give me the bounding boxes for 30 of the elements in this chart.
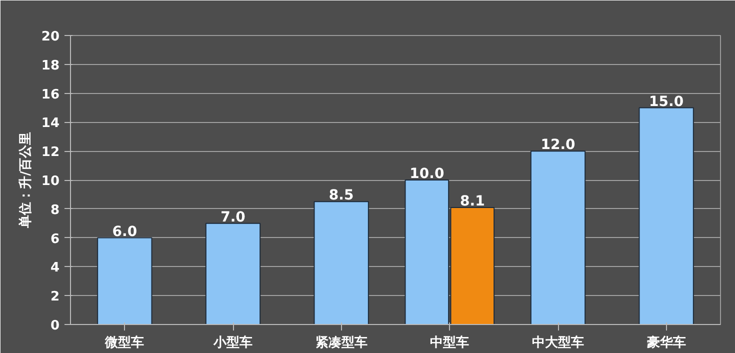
bar bbox=[638, 107, 694, 324]
data-label: 7.0 bbox=[220, 209, 246, 226]
data-label: 8.5 bbox=[328, 188, 354, 204]
x-tick-label: 紧凑型车 bbox=[315, 334, 368, 350]
data-label: 8.1 bbox=[460, 193, 485, 210]
y-tick-label: 16 bbox=[41, 87, 60, 102]
data-label: 10.0 bbox=[410, 166, 444, 182]
bar bbox=[205, 222, 261, 324]
y-tick-label: 10 bbox=[41, 174, 60, 189]
y-tick-label: 0 bbox=[50, 318, 60, 334]
data-label: 6.0 bbox=[112, 224, 138, 240]
y-axis-title: 单位：升/百公里 bbox=[17, 132, 34, 229]
y-tick-label: 14 bbox=[41, 116, 60, 132]
bar bbox=[97, 237, 152, 324]
bar bbox=[314, 201, 369, 324]
y-tick-label: 12 bbox=[41, 145, 60, 160]
y-tick-label: 20 bbox=[41, 30, 60, 44]
y-tick-label: 8 bbox=[50, 202, 60, 218]
x-tick-label: 豪华车 bbox=[646, 334, 686, 350]
y-tick-label: 18 bbox=[41, 58, 60, 74]
data-label: 12.0 bbox=[540, 137, 576, 154]
bar bbox=[530, 150, 586, 324]
y-tick-label: 2 bbox=[50, 290, 60, 305]
data-label: 15.0 bbox=[649, 94, 684, 110]
x-tick-label: 微型车 bbox=[104, 334, 144, 350]
x-tick-label: 中大型车 bbox=[532, 334, 584, 350]
y-tick-label: 4 bbox=[50, 260, 60, 276]
y-tick-label: 6 bbox=[50, 232, 60, 247]
x-tick-label: 中型车 bbox=[430, 334, 470, 350]
x-tick-label: 小型车 bbox=[212, 334, 252, 350]
